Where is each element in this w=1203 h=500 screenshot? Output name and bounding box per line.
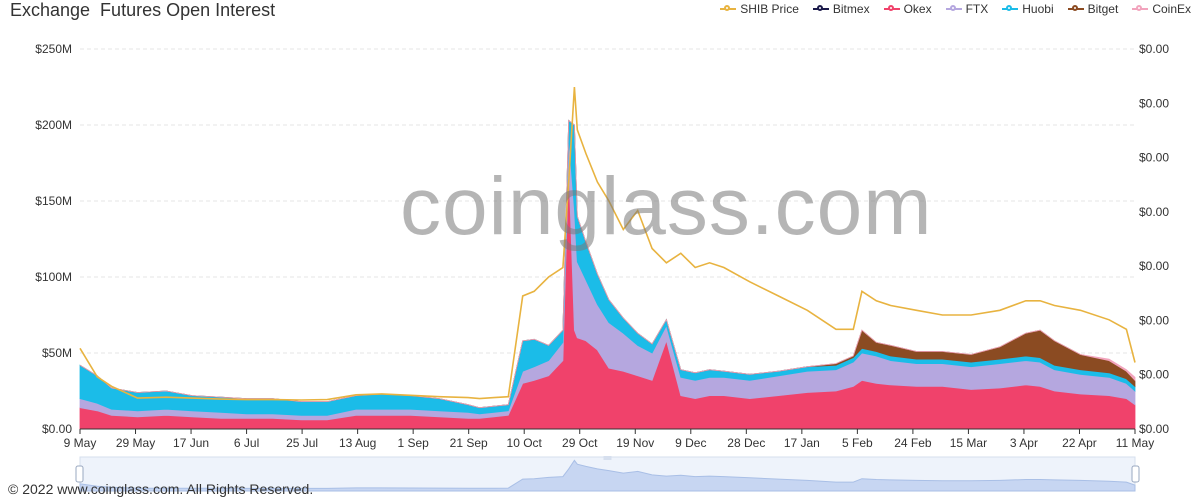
x-tick-label: 28 Dec	[727, 436, 765, 450]
y-tick-label-right: $0.00	[1139, 259, 1169, 273]
x-tick-label: 10 Oct	[507, 436, 543, 450]
y-tick-label-right: $0.00	[1139, 313, 1169, 327]
x-tick-label: 11 May	[1116, 436, 1154, 450]
y-tick-label-right: $0.00	[1139, 96, 1169, 110]
copyright-footer: © 2022 www.coinglass.com. All Rights Res…	[8, 481, 313, 497]
area-series	[80, 120, 1135, 429]
x-tick-label: 15 Mar	[950, 436, 987, 450]
x-tick-label: 3 Apr	[1010, 436, 1038, 450]
x-tick-label: 9 Dec	[675, 436, 706, 450]
y-tick-label-right: $0.00	[1139, 368, 1169, 382]
y-axis-right: $0.00 $0.00 $0.00 $0.00 $0.00 $0.00 $0.00 $0.00	[1139, 42, 1169, 436]
y-axis-left: $0.00 $50M $100M $150M $200M $250M	[35, 42, 72, 436]
x-tick-label: 24 Feb	[894, 436, 932, 450]
y-tick-label-right: $0.00	[1139, 151, 1169, 165]
x-tick-label: 1 Sep	[397, 436, 429, 450]
x-tick-label: 6 Jul	[234, 436, 259, 450]
zoom-handle-left	[76, 466, 83, 482]
y-tick-label-left: $200M	[35, 118, 72, 132]
x-tick-label: 9 May	[64, 436, 97, 450]
y-tick-label-right: $0.00	[1139, 42, 1169, 56]
y-tick-label-right: $0.00	[1139, 205, 1169, 219]
x-tick-label: 19 Nov	[616, 436, 654, 450]
x-tick-label: 17 Jan	[784, 436, 820, 450]
y-tick-label-left: $0.00	[42, 422, 72, 436]
y-tick-label-left: $250M	[35, 42, 72, 56]
x-tick-label: 13 Aug	[339, 436, 376, 450]
x-tick-label: 22 Apr	[1062, 436, 1097, 450]
x-tick-label: 25 Jul	[286, 436, 318, 450]
x-tick-label: 5 Feb	[842, 436, 873, 450]
y-tick-label-left: $150M	[35, 194, 72, 208]
y-tick-label-left: $100M	[35, 270, 72, 284]
x-tick-label: 29 Oct	[562, 436, 598, 450]
zoom-handle-right	[1132, 466, 1139, 482]
x-tick-label: 21 Sep	[450, 436, 488, 450]
zoom-drag-grip	[604, 456, 612, 460]
y-tick-label-right: $0.00	[1139, 422, 1169, 436]
y-tick-label-left: $50M	[42, 346, 72, 360]
x-axis: 9 May 29 May 17 Jun 6 Jul 25 Jul 13 Aug 1 Sep 2…	[64, 429, 1155, 450]
x-tick-label: 17 Jun	[173, 436, 209, 450]
x-tick-label: 29 May	[116, 436, 155, 450]
